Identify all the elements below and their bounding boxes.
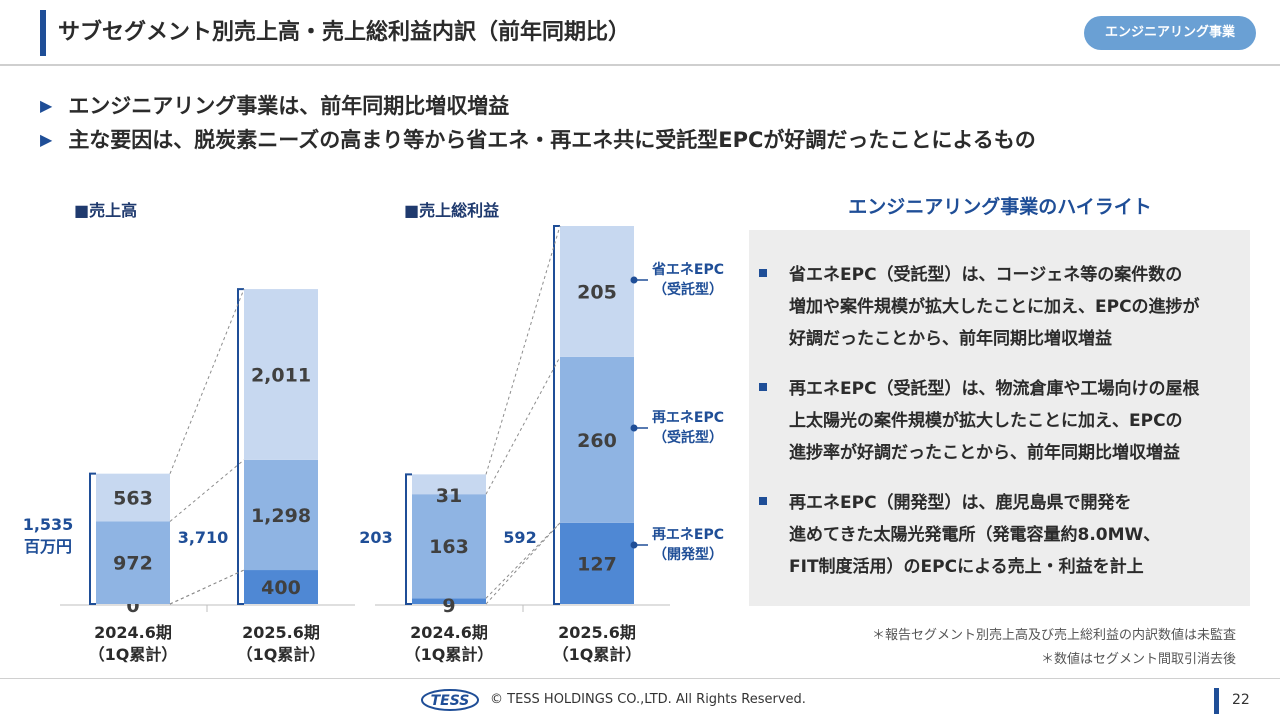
gross-profit-chart-title: ■売上総利益 [404,201,500,220]
x-tick-label: 2024.6期 [410,623,488,642]
copyright: © TESS HOLDINGS CO.,LTD. All Rights Rese… [490,692,806,707]
bar-value-label: 205 [577,281,617,303]
header-divider [0,64,1280,66]
bar-value-label: 2,011 [251,364,311,386]
legend-label: 再エネEPC [652,410,724,426]
segment-badge: エンジニアリング事業 [1084,16,1256,50]
sales-chart-title: ■売上高 [74,201,138,220]
bar-segment [560,356,634,523]
legend-label: （開発型） [653,546,723,563]
x-tick-label: （1Q累計） [405,645,494,664]
charts-area: 09725632024.6期（1Q累計）1,5354001,2982,01120… [23,225,724,664]
bar-segment [96,521,170,604]
legend-dot [630,424,638,432]
total-bracket [237,288,244,605]
legend-label: （受託型） [653,281,723,298]
x-tick-label: 2025.6期 [242,623,320,642]
legend-label: 再エネEPC [652,527,724,543]
connector-line [169,288,245,474]
bar-value-label: 972 [113,553,153,575]
legend-dot [630,541,638,549]
bar-segment [412,474,486,495]
connector-line [169,569,245,605]
highlight-panel: 省エネEPC（受託型）は、コージェネ等の案件数の 増加や案件規模が拡大したことに… [749,230,1250,606]
highlight-title: エンジニアリング事業のハイライト [848,196,1152,218]
page-title: サブセグメント別売上高・売上総利益内訳（前年同期比） [58,20,631,45]
total-bracket [89,472,96,605]
bar-value-label: 163 [429,536,469,558]
bar-value-label: 400 [261,577,301,599]
page-number: 22 [1232,692,1250,708]
total-bracket [553,225,560,605]
tess-logo: TESS [421,689,479,711]
total-label: 3,710 [178,528,229,547]
bar-value-label: 563 [113,488,153,510]
summary-bullet-2: ▶ 主な要因は、脱炭素ニーズの高まり等から省エネ・再エネ共に受託型EPCが好調だっ… [40,128,1036,152]
footer-divider [0,678,1280,679]
legend-label: 省エネEPC [651,261,724,278]
note-unaudited: ＊報告セグメント別売上高及び売上総利益の内訳数値は未監査 [871,628,1236,643]
square-bullet-icon [759,383,767,391]
bar-segment [244,289,318,460]
x-tick-label: （1Q累計） [553,645,642,664]
x-tick-label: 2024.6期 [94,623,172,642]
bar-segment [412,494,486,599]
total-label: 1,535 [23,515,74,534]
page-number-accent [1214,688,1219,714]
bar-value-label: 127 [577,553,617,575]
triangle-bullet-icon: ▶ [40,96,53,115]
svg-text:TESS: TESS [431,693,470,709]
legend-dot [630,276,638,284]
legend-label: （受託型） [653,429,723,446]
connector-line [169,459,245,522]
summary-bullet-1: ▶ エンジニアリング事業は、前年同期比増収増益 [40,94,510,118]
bar-value-label: 260 [577,430,617,452]
total-label: 203 [359,528,392,547]
note-elimination: ＊数値はセグメント間取引消去後 [1040,652,1236,667]
bar-segment [560,522,634,604]
bar-segment [560,226,634,357]
bar-value-label: 1,298 [251,505,311,527]
square-bullet-icon [759,497,767,505]
unit-label: 百万円 [24,537,72,556]
bar-value-label: 31 [436,485,462,507]
connector-line [485,225,561,475]
bar-segment [412,598,486,604]
x-tick-label: 2025.6期 [558,623,636,642]
triangle-bullet-icon: ▶ [40,130,53,149]
bar-segment [96,473,170,522]
total-label: 592 [503,528,536,547]
bar-segment [244,570,318,604]
total-bracket [405,473,412,605]
bar-value-label: 9 [442,595,455,617]
bar-segment [244,459,318,571]
connector-line [485,522,561,605]
title-accent-bar [40,10,46,56]
square-bullet-icon [759,269,767,277]
x-tick-label: （1Q累計） [237,645,326,664]
connector-line [485,356,561,495]
x-tick-label: （1Q累計） [89,645,178,664]
